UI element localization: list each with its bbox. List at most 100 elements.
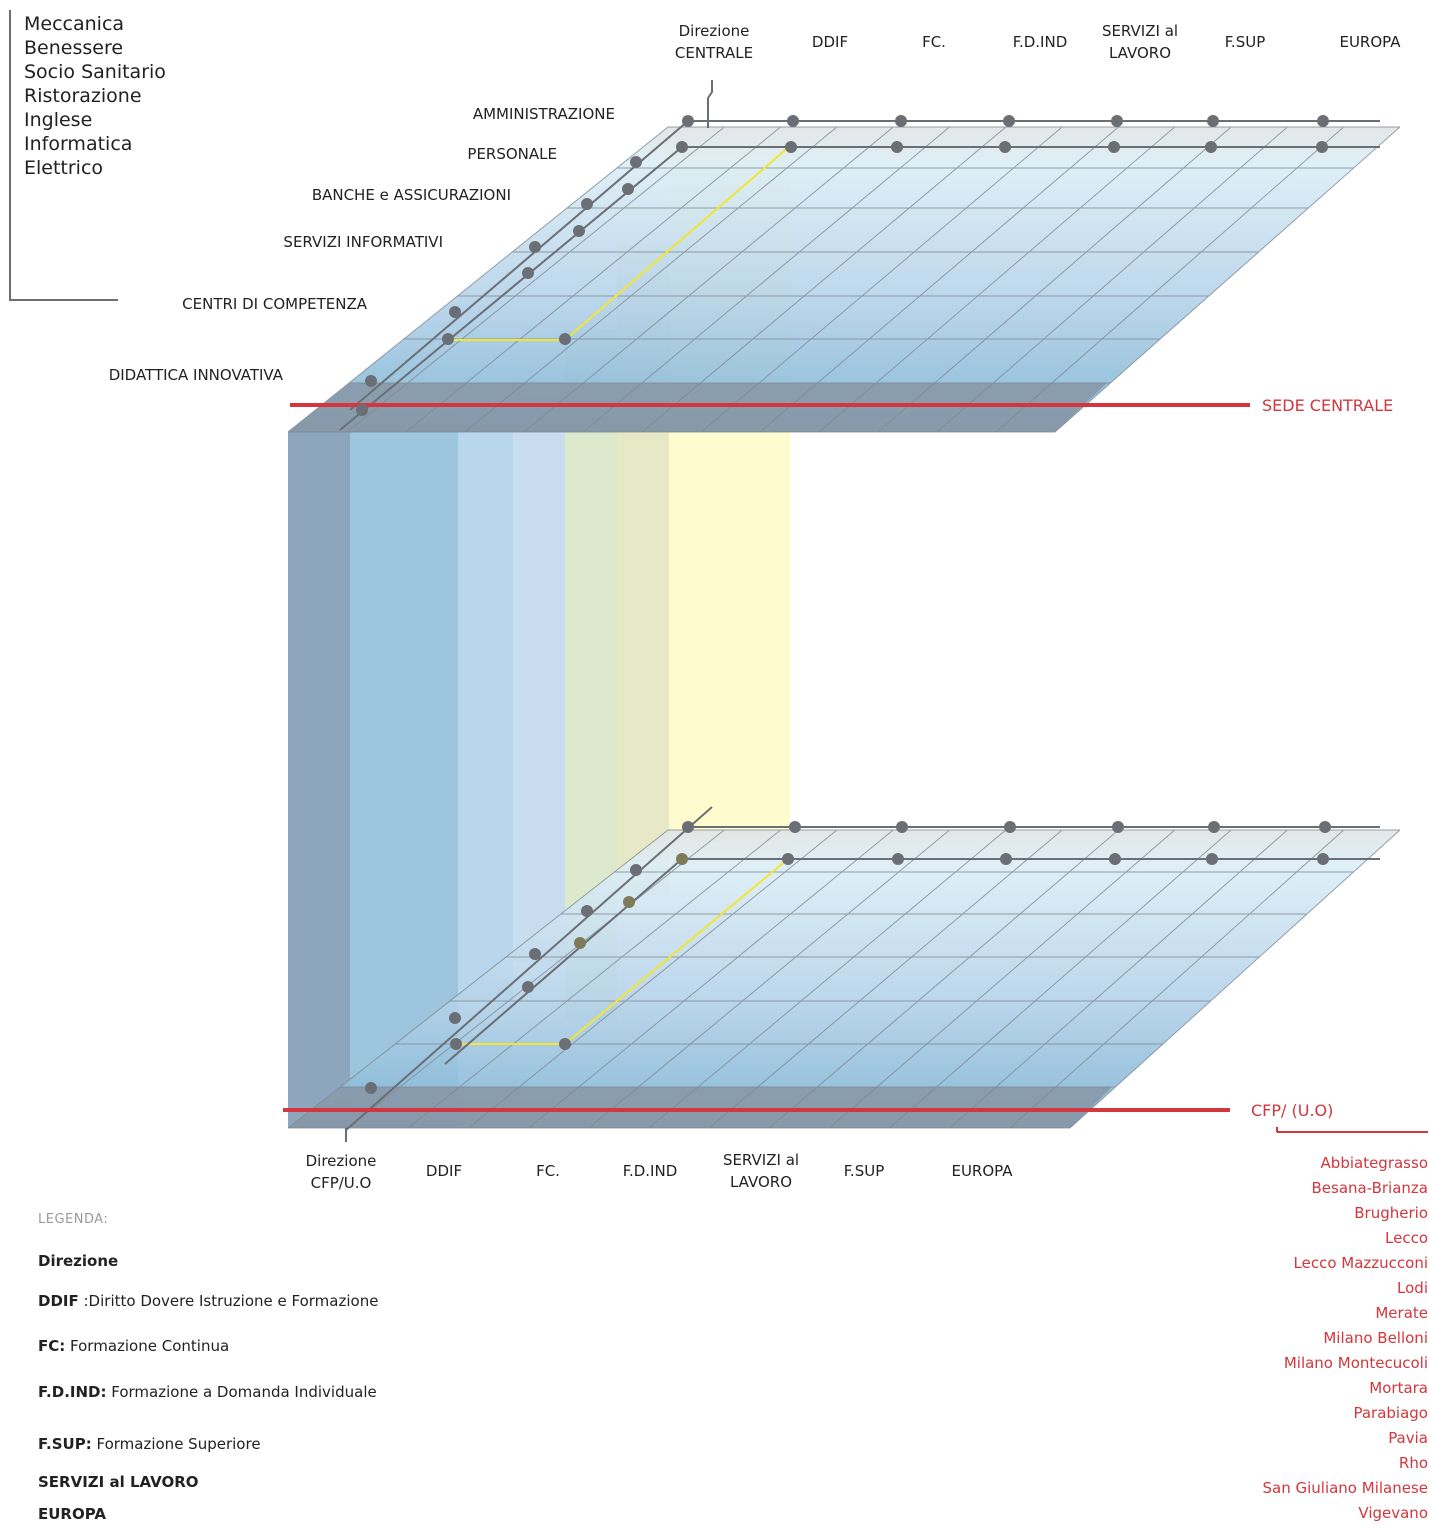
node-dot [1112,821,1124,833]
competence-item: Inglese [24,109,93,131]
node-dot [1108,141,1120,153]
node-dot [682,821,694,833]
grid-column-line [407,829,781,1129]
row-label-banche: BANCHE e ASSICURAZIONI [311,186,511,204]
row-label-centri-competenza: CENTRI DI COMPETENZA [182,295,367,313]
top-col-servizi: SERVIZI al LAVORO [1101,22,1179,62]
grid-column-line [877,126,1232,433]
top-col-fc: FC. [922,33,946,51]
node-dot [529,948,541,960]
level-lines [283,403,1428,1133]
grid-column-line [1069,829,1401,1129]
city-item: Brugherio [1354,1204,1428,1222]
node-dot [622,183,634,195]
city-item: Milano Montecucoli [1283,1354,1428,1372]
city-item: Lecco Mazzucconi [1293,1254,1429,1272]
city-item: Besana-Brianza [1311,1179,1429,1197]
node-dot [449,306,461,318]
row-label-amministrazione: AMMINISTRAZIONE [472,105,615,123]
node-dot [1208,821,1220,833]
grid-column-line [468,829,838,1129]
competence-item: Informatica [24,133,133,155]
city-item: Vigevano [1358,1504,1428,1522]
grid-column-line [588,829,950,1129]
node-dot [892,853,904,865]
top-col-ddif: DDIF [811,33,849,51]
grid-column-line [936,126,1288,433]
node-dot [574,937,586,949]
node-dot [442,333,454,345]
grid-column-line [829,829,1176,1129]
legend-item: F.D.IND: Formazione a Domanda Individual… [38,1383,377,1401]
node-dot [1004,821,1016,833]
competences-list: Meccanica Benessere Socio Sanitario Rist… [24,12,166,180]
node-dot [449,1012,461,1024]
node-dots [356,115,1331,1094]
bottom-col-direzione: Direzione CFP/U.O [305,1152,377,1192]
city-item: Merate [1375,1304,1428,1322]
grid-column-line [528,829,894,1129]
node-dot [356,404,368,416]
node-dot [787,115,799,127]
grid-column-line [759,126,1119,433]
node-dot [1316,141,1328,153]
legend-item: EUROPA [38,1505,106,1523]
node-dot [1206,853,1218,865]
row-label-personale: PERSONALE [467,145,557,163]
city-item: Lodi [1397,1279,1428,1297]
level-label-cfp: CFP/ (U.O) [1251,1101,1334,1120]
grid-column-line [648,829,1007,1129]
competence-item: Ristorazione [24,85,142,107]
bottom-col-ddif: DDIF [425,1162,463,1180]
node-dot [573,225,585,237]
grid-column-line [708,829,1063,1129]
node-dot [891,141,903,153]
bottom-plane [287,829,1401,1129]
node-dot [529,241,541,253]
bottom-col-fdind: F.D.IND [622,1162,678,1180]
cities-list: Abbiategrasso Besana-Brianza Brugherio L… [1262,1151,1428,1526]
city-item: Abbiategrasso [1320,1154,1428,1172]
top-col-direzione: Direzione CENTRALE [674,22,754,62]
legend-item: DDIF :Diritto Dovere Istruzione e Formaz… [38,1292,379,1310]
legend-item: SERVIZI al LAVORO [38,1473,199,1491]
grid-column-line [1009,829,1345,1129]
node-dot [1207,115,1219,127]
legend: LEGENDA: Direzione DDIF :Diritto Dovere … [38,1212,378,1523]
node-dot [676,853,688,865]
node-dot [450,1038,462,1050]
top-plane [287,126,1401,433]
city-item: Mortara [1369,1379,1428,1397]
grid-column-line [582,126,950,433]
grid-column-line [889,829,1232,1129]
bottom-col-fsup: F.SUP [843,1162,885,1180]
city-item: Lecco [1385,1229,1428,1247]
competence-item: Elettrico [24,157,104,179]
bottom-col-servizi: SERVIZI al LAVORO [722,1151,800,1191]
city-item: Milano Belloni [1323,1329,1428,1347]
node-lines [9,10,1380,1142]
node-dot [1317,853,1329,865]
top-col-fdind: F.D.IND [1012,33,1068,51]
node-dot [789,821,801,833]
node-dot [782,853,794,865]
node-dot [559,1038,571,1050]
grid-column-line [346,126,725,433]
node-dot [623,896,635,908]
top-col-fsup: F.SUP [1224,33,1266,51]
node-dot [676,141,688,153]
node-dot [1000,853,1012,865]
city-item: Parabiago [1353,1404,1428,1422]
node-dot [522,981,534,993]
grid-column-line [405,126,781,433]
city-item: Rho [1398,1454,1428,1472]
legend-item: FC: Formazione Continua [38,1337,230,1355]
node-dot [581,905,593,917]
competence-item: Meccanica [24,13,125,35]
node-dot [682,115,694,127]
node-dot [559,333,571,345]
city-item: San Giuliano Milanese [1262,1479,1428,1497]
grid-column-line [464,126,838,433]
grid-column-line [641,126,1007,433]
grid-column-line [995,126,1345,433]
